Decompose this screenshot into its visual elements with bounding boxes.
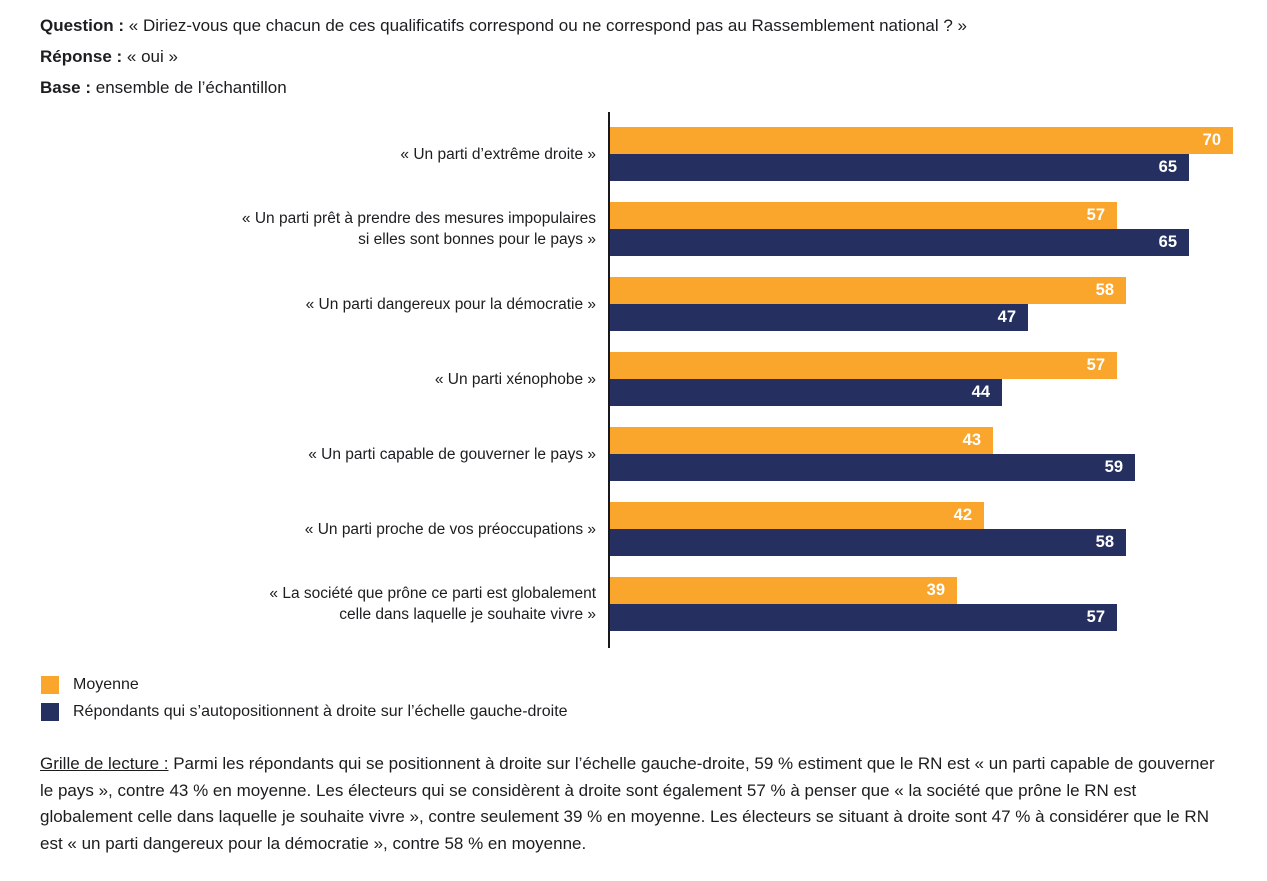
bar-moyenne: 58 <box>610 277 1126 304</box>
legend-swatch-moyenne <box>41 676 59 694</box>
bar-value-label: 58 <box>1095 533 1114 551</box>
bar-moyenne: 39 <box>610 577 957 604</box>
bar-value-label: 58 <box>1095 281 1114 299</box>
bar-moyenne: 57 <box>610 202 1117 229</box>
category-label: « Un parti proche de vos préoccupations … <box>304 520 596 538</box>
bar-value-label: 39 <box>926 581 945 599</box>
bar-value-label: 43 <box>962 431 981 449</box>
bar-droite: 57 <box>610 604 1117 631</box>
bar-group: 42 58 <box>610 502 1126 556</box>
chart-axis-line <box>608 112 610 648</box>
chart-row: « Un parti dangereux pour la démocratie … <box>0 277 1267 331</box>
chart-row: « Un parti capable de gouverner le pays … <box>0 427 1267 481</box>
category-label: « Un parti dangereux pour la démocratie … <box>305 295 596 313</box>
bar-value-label: 42 <box>953 506 972 524</box>
bar-droite: 65 <box>610 229 1189 256</box>
reading-note-text: Parmi les répondants qui se positionnent… <box>40 754 1215 853</box>
chart-row: « Un parti d’extrême droite » 70 65 <box>0 127 1267 181</box>
reponse-text: « oui » <box>122 47 178 66</box>
legend-swatch-droite <box>41 703 59 721</box>
chart-row: « Un parti prêt à prendre des mesures im… <box>0 202 1267 256</box>
category-label: « Un parti xénophobe » <box>434 370 596 388</box>
bar-group: 57 44 <box>610 352 1117 406</box>
reponse-label: Réponse : <box>40 47 123 66</box>
bar-value-label: 59 <box>1104 458 1123 476</box>
category-label: « Un parti d’extrême droite » <box>400 145 596 163</box>
bar-value-label: 47 <box>997 308 1016 326</box>
bar-group: 58 47 <box>610 277 1126 331</box>
header: Question : « Diriez-vous que chacun de c… <box>0 0 1267 103</box>
bar-chart: « Un parti d’extrême droite » 70 65 « Un pa… <box>0 112 1267 648</box>
chart-row: « Un parti xénophobe » 57 44 <box>0 352 1267 406</box>
question-label: Question : <box>40 16 125 35</box>
bar-value-label: 65 <box>1158 158 1177 176</box>
bar-moyenne: 70 <box>610 127 1233 154</box>
chart-row: « Un parti proche de vos préoccupations … <box>0 502 1267 556</box>
base-text: ensemble de l’échantillon <box>91 78 287 97</box>
bar-moyenne: 57 <box>610 352 1117 379</box>
question-line: Question : « Diriez-vous que chacun de c… <box>40 10 1237 41</box>
bar-value-label: 70 <box>1202 131 1221 149</box>
legend-item: Répondants qui s’autopositionnent à droi… <box>41 703 1267 721</box>
bar-value-label: 44 <box>971 383 990 401</box>
reading-note-label: Grille de lecture : <box>40 754 169 773</box>
category-label: « Un parti prêt à prendre des mesures im… <box>241 210 596 248</box>
bar-moyenne: 42 <box>610 502 984 529</box>
bar-group: 39 57 <box>610 577 1117 631</box>
legend: Moyenne Répondants qui s’autopositionnent… <box>41 676 1267 721</box>
bar-group: 57 65 <box>610 202 1189 256</box>
legend-label: Moyenne <box>73 676 139 693</box>
chart-rows: « Un parti d’extrême droite » 70 65 « Un pa… <box>0 112 1267 648</box>
bar-droite: 44 <box>610 379 1002 406</box>
chart-row: « La société que prône ce parti est glob… <box>0 577 1267 631</box>
bar-group: 43 59 <box>610 427 1135 481</box>
bar-value-label: 65 <box>1158 233 1177 251</box>
bar-value-label: 57 <box>1086 206 1105 224</box>
reading-note: Grille de lecture : Parmi les répondants… <box>40 751 1231 857</box>
bar-value-label: 57 <box>1086 356 1105 374</box>
question-text: « Diriez-vous que chacun de ces qualific… <box>124 16 967 35</box>
legend-label: Répondants qui s’autopositionnent à droi… <box>73 703 568 720</box>
bar-droite: 59 <box>610 454 1135 481</box>
bar-droite: 58 <box>610 529 1126 556</box>
legend-item: Moyenne <box>41 676 1267 694</box>
base-line: Base : ensemble de l’échantillon <box>40 72 1237 103</box>
bar-moyenne: 43 <box>610 427 993 454</box>
category-label: « Un parti capable de gouverner le pays … <box>308 445 596 463</box>
bar-droite: 47 <box>610 304 1028 331</box>
bar-droite: 65 <box>610 154 1189 181</box>
base-label: Base : <box>40 78 92 97</box>
bar-value-label: 57 <box>1086 608 1105 626</box>
category-label: « La société que prône ce parti est glob… <box>269 585 596 623</box>
reponse-line: Réponse : « oui » <box>40 41 1237 72</box>
bar-group: 70 65 <box>610 127 1233 181</box>
